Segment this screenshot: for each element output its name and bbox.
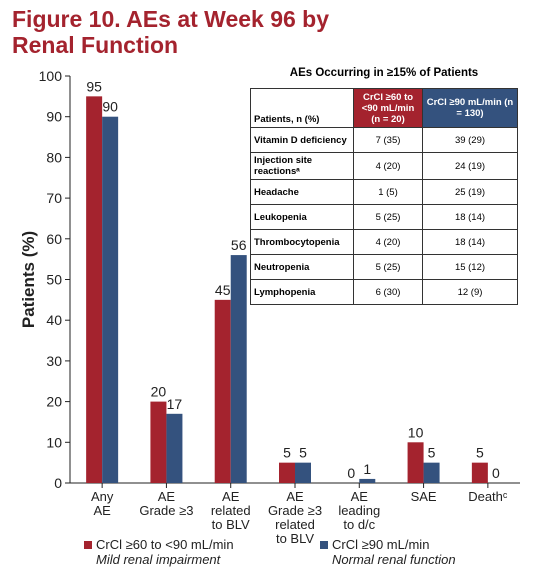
x-tick-label: to BLV: [276, 531, 314, 546]
value-label: 56: [231, 237, 247, 253]
table-cell: Neutropenia: [250, 254, 354, 280]
x-tick-label: AE: [158, 489, 176, 504]
x-tick-label: Deathᶜ: [468, 489, 508, 504]
value-label: 17: [167, 396, 183, 412]
y-tick-label: 40: [46, 312, 62, 328]
x-tick-label: Any: [91, 489, 114, 504]
table-cell: 5 (25): [353, 204, 423, 230]
table: Patients, n (%) CrCl ≥60 to <90 mL/min (n…: [250, 88, 518, 305]
legend-label: CrCl ≥90 mL/min: [332, 537, 429, 552]
bar: [359, 478, 376, 483]
table-cell: 6 (30): [353, 279, 423, 305]
y-tick-label: 70: [46, 190, 62, 206]
table-cell: Injection site reactionsᵃ: [250, 152, 354, 180]
x-tick-label: Grade ≥3: [139, 503, 193, 518]
legend-swatch: [84, 541, 92, 549]
value-label: 20: [151, 384, 167, 400]
table-cell: 5 (25): [353, 254, 423, 280]
x-tick-label: to d/c: [343, 517, 375, 532]
chart-title: Figure 10. AEs at Week 96 by Renal Funct…: [12, 6, 330, 58]
bar: [279, 462, 295, 483]
x-tick-label: related: [275, 517, 315, 532]
table-cell: 12 (9): [422, 279, 518, 305]
table-cell: 18 (14): [422, 204, 518, 230]
value-label: 5: [283, 445, 291, 461]
x-tick-label: AE: [351, 489, 369, 504]
table-cell: 4 (20): [353, 152, 423, 180]
bar: [166, 413, 183, 483]
x-tick-label: AE: [93, 503, 111, 518]
legend-description: Normal renal function: [332, 552, 456, 567]
table-title: AEs Occurring in ≥15% of Patients: [289, 67, 479, 79]
table-cell: Headache: [250, 179, 354, 205]
y-tick-label: 10: [46, 434, 62, 450]
legend-label: CrCl ≥60 to <90 mL/min: [96, 537, 234, 552]
x-tick-label: AE: [222, 489, 240, 504]
legend-swatch: [320, 541, 328, 549]
bar: [407, 442, 424, 483]
value-label: 95: [86, 78, 102, 94]
x-tick-label: leading: [338, 503, 380, 518]
table-cell: 18 (14): [422, 229, 518, 255]
table-header: CrCl ≥60 to <90 mL/min (n = 20): [353, 88, 423, 128]
x-tick-label: Grade ≥3: [268, 503, 322, 518]
y-tick-label: 100: [39, 68, 63, 84]
table-cell: 7 (35): [353, 127, 423, 153]
table-header: CrCl ≥90 mL/min (n = 130): [422, 88, 518, 128]
y-tick-label: 50: [46, 272, 62, 288]
table-cell: 1 (5): [353, 179, 423, 205]
value-label: 0: [492, 465, 500, 481]
value-label: 45: [215, 282, 231, 298]
y-tick-label: 30: [46, 353, 62, 369]
value-label: 1: [363, 461, 371, 477]
y-tick-label: 60: [46, 231, 62, 247]
value-label: 5: [428, 445, 436, 461]
table-cell: 39 (29): [422, 127, 518, 153]
x-tick-label: AE: [286, 489, 304, 504]
bar: [230, 255, 247, 483]
table-cell: 15 (12): [422, 254, 518, 280]
value-label: 0: [347, 465, 355, 481]
y-tick-label: 20: [46, 394, 62, 410]
value-label: 5: [476, 445, 484, 461]
bar: [295, 462, 311, 483]
y-tick-label: 80: [46, 149, 62, 165]
bar: [102, 116, 119, 483]
value-label: 10: [408, 424, 424, 440]
x-tick-label: SAE: [411, 489, 437, 504]
table-header: Patients, n (%): [250, 88, 354, 128]
table-cell: 25 (19): [422, 179, 518, 205]
legend-description: Mild renal impairment: [96, 552, 222, 567]
bar: [150, 401, 167, 483]
x-tick-label: related: [211, 503, 251, 518]
table-cell: Lymphopenia: [250, 279, 354, 305]
table-cell: 24 (19): [422, 152, 518, 180]
table-cell: 4 (20): [353, 229, 423, 255]
bar: [471, 462, 488, 483]
table-cell: Thrombocytopenia: [250, 229, 354, 255]
table-cell: Leukopenia: [250, 204, 354, 230]
x-tick-label: to BLV: [212, 517, 250, 532]
y-tick-label: 90: [46, 109, 62, 125]
y-axis-label: Patients (%): [19, 231, 38, 328]
bar: [423, 462, 440, 483]
bar: [86, 96, 103, 483]
value-label: 90: [102, 99, 118, 115]
bar: [214, 299, 231, 483]
table-cell: Vitamin D deficiency: [250, 127, 354, 153]
y-tick-label: 0: [54, 475, 62, 491]
value-label: 5: [299, 445, 307, 461]
